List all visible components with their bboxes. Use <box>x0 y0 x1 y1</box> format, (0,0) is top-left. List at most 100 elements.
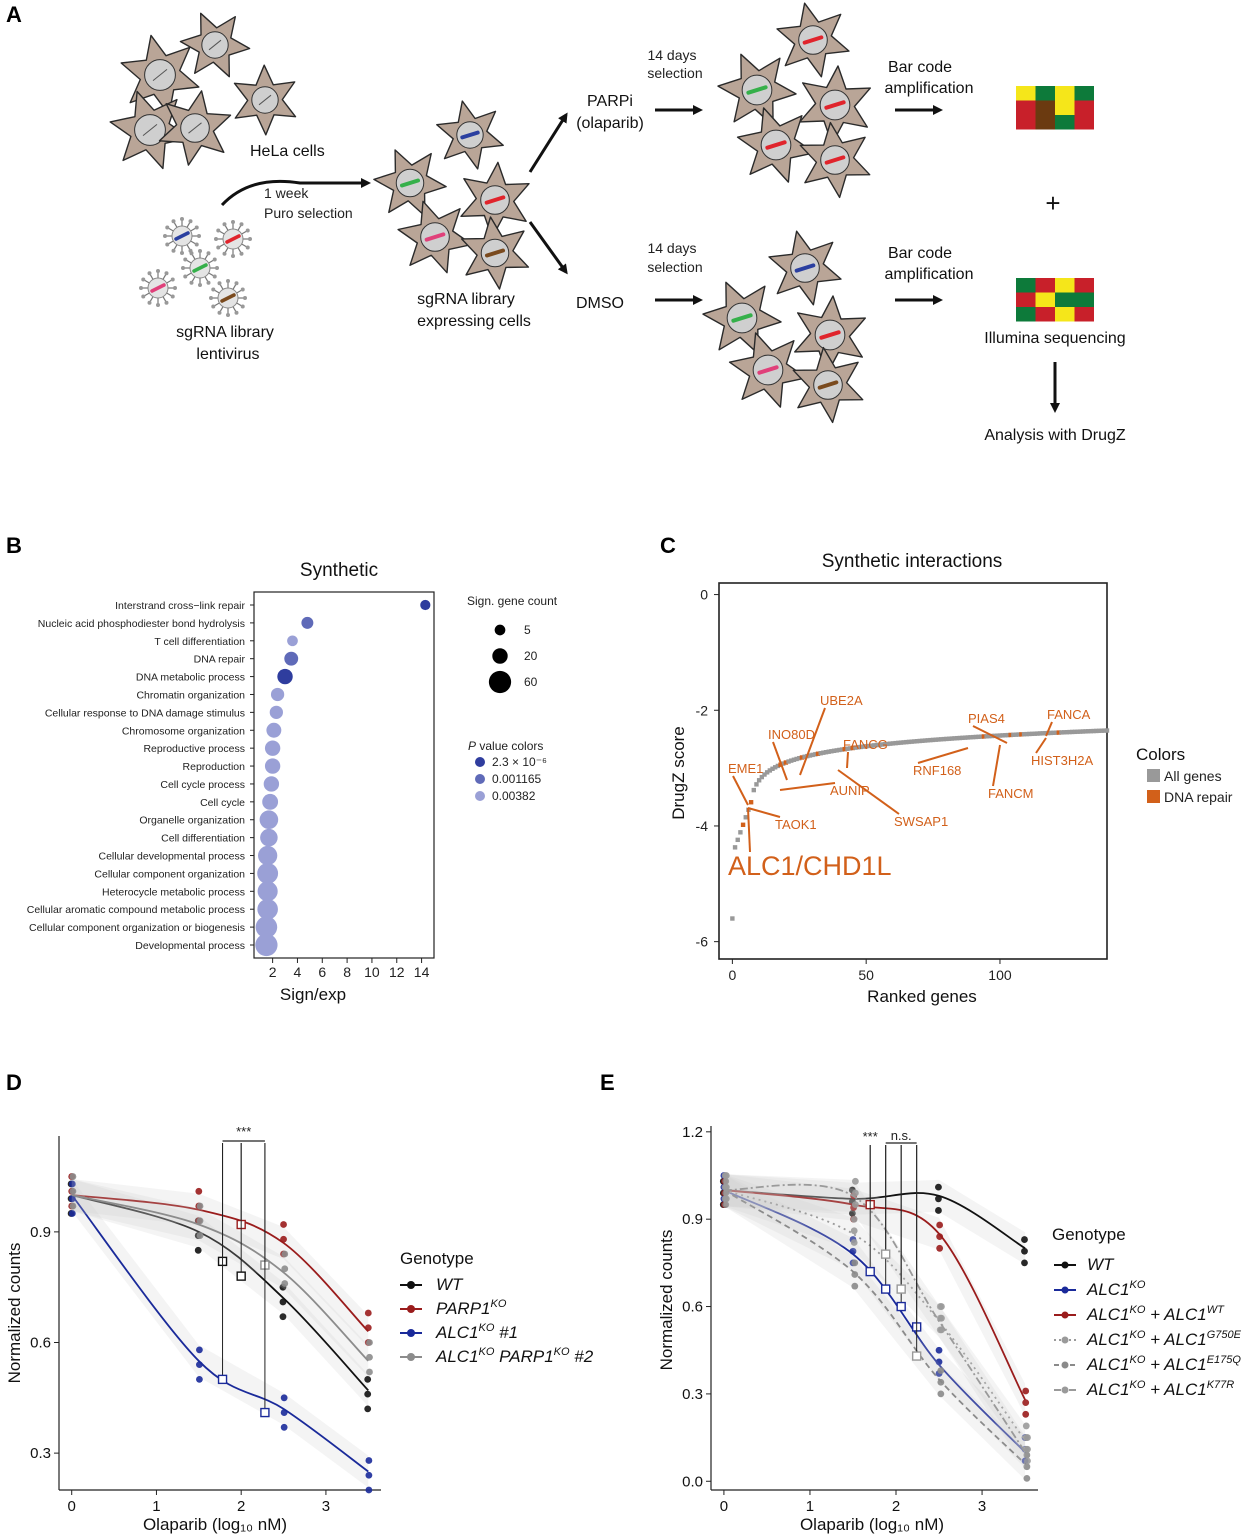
ic50-marker <box>911 1351 922 1361</box>
legend-label: WT <box>1087 1255 1115 1274</box>
gene-point <box>756 778 762 783</box>
gene-point <box>802 754 807 759</box>
gene-leader-line <box>837 769 900 815</box>
gene-point <box>1024 731 1029 737</box>
gene-point <box>1083 729 1088 734</box>
category-label: Chromosome organization <box>122 725 245 737</box>
gene-point <box>898 740 904 745</box>
heatmap-cell <box>1074 292 1094 307</box>
legend-label-name: PARP1 <box>436 1299 491 1318</box>
gene-point <box>960 735 965 741</box>
gene-point <box>1043 730 1048 736</box>
x-tick-label: 2 <box>237 1498 245 1515</box>
gene-point <box>858 744 864 750</box>
heatmap-cell <box>1016 100 1036 115</box>
virus-spike-tip <box>239 251 244 256</box>
x-tick-label: 2 <box>269 964 277 980</box>
gene-point <box>909 739 914 744</box>
ic50-marker <box>236 1271 246 1281</box>
ic50-marker <box>896 1284 906 1294</box>
term-point <box>301 616 314 629</box>
replicate-point <box>938 1303 945 1310</box>
heatmap-cell <box>1035 115 1055 130</box>
replicate-point <box>364 1309 372 1317</box>
x-tick-label: 6 <box>318 964 326 980</box>
replicate-point <box>1024 1445 1031 1453</box>
chart-c-xlabel: Ranked genes <box>867 987 977 1006</box>
legend-label-sup2: G750E <box>1207 1329 1242 1341</box>
gene-point <box>1019 732 1024 737</box>
gene-label: PIAS4 <box>968 711 1005 726</box>
size-legend-dot <box>494 624 506 636</box>
virus-spike-tip <box>171 248 176 253</box>
virus-spike-tip <box>197 234 201 238</box>
guide-mark <box>824 155 846 165</box>
virus-spike-tip <box>180 217 184 221</box>
panel-label-c: C <box>660 533 676 558</box>
replicate-point <box>1022 1422 1030 1430</box>
legend-dot <box>1061 1286 1069 1294</box>
gene-point <box>869 743 874 748</box>
gene-leader-line <box>732 775 749 806</box>
color-legend-dot <box>475 757 485 767</box>
barcode-label-top-2: amplification <box>885 80 974 97</box>
gene-leader-line <box>846 751 849 769</box>
replicate-point <box>848 1209 856 1217</box>
virus-spike-tip <box>217 281 222 286</box>
series-curve <box>71 1194 369 1392</box>
legend-label-all-genes: All genes <box>1164 768 1222 784</box>
arrow-to-parpi <box>528 112 568 173</box>
gene-leader-line <box>972 725 1008 744</box>
replicate-point <box>935 1358 943 1366</box>
category-label: Interstrand cross−link repair <box>115 600 245 612</box>
replicate-point <box>722 1172 730 1179</box>
alc1-highlight-label: ALC1/CHD1L <box>728 851 892 881</box>
x-tick-label: 50 <box>858 967 874 983</box>
category-label: T cell differentiation <box>154 636 245 648</box>
term-point <box>264 740 281 756</box>
gene-point <box>861 744 866 749</box>
guide-mark <box>824 100 846 110</box>
confidence-band <box>71 1179 369 1488</box>
gene-point <box>810 752 815 758</box>
legend-label-name2: PARP1 <box>494 1347 553 1366</box>
x-tick-label: 10 <box>364 964 380 980</box>
cells-label-1: sgRNA library <box>417 291 515 308</box>
gene-point <box>928 737 933 743</box>
gene-point <box>896 740 901 746</box>
gene-point <box>829 749 834 754</box>
puro-label: Puro selection <box>264 205 353 221</box>
virus-spike-tip <box>147 271 152 276</box>
legend-dot <box>1061 1336 1069 1344</box>
virus-spike-tip <box>181 266 185 270</box>
gene-point <box>1078 729 1083 734</box>
virus-spike-tip <box>211 304 216 309</box>
term-point <box>262 793 279 810</box>
gene-point <box>1102 728 1107 733</box>
gene-point <box>1027 731 1032 737</box>
chart-e-xlabel: Olaparib (log₁₀ nM) <box>800 1515 944 1534</box>
replicate-point <box>851 1189 859 1197</box>
gene-point <box>957 735 963 741</box>
guide-mark <box>819 330 841 340</box>
gene-point <box>855 745 861 750</box>
gene-point <box>1040 731 1045 736</box>
nucleus-line <box>152 69 168 81</box>
term-point <box>266 722 282 738</box>
gene-label: TAOK1 <box>775 817 817 832</box>
chart-b-color-legend-heading: P value colors <box>468 739 543 753</box>
replicate-point <box>1024 1457 1031 1465</box>
legend-label-name: ALC1 <box>1086 1280 1130 1299</box>
legend-dot <box>407 1329 415 1337</box>
gene-point <box>971 734 976 740</box>
y-tick-label: 0.9 <box>682 1211 703 1228</box>
virus-spike-tip <box>239 222 244 227</box>
legend-label-sup2: KO <box>554 1346 570 1358</box>
replicate-point <box>196 1217 204 1225</box>
y-tick-label: 0.0 <box>682 1473 703 1490</box>
virus-spike-tip <box>188 219 193 224</box>
chart-e-legend-title: Genotype <box>1052 1225 1126 1244</box>
virus-label-2: lentivirus <box>196 346 259 363</box>
chart-b-color-legend: 2.3 × 10⁻⁶ 0.001165 0.00382 <box>475 755 547 803</box>
